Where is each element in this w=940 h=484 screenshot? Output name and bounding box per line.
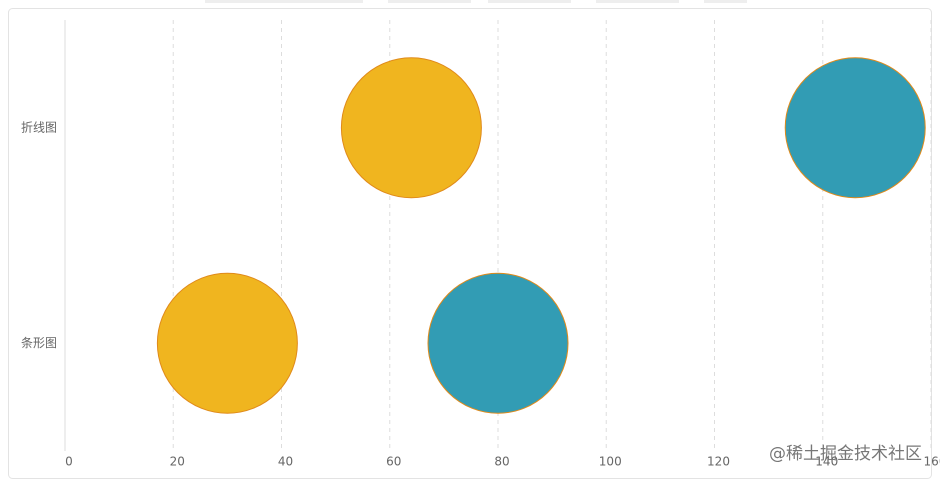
bubble <box>784 57 926 199</box>
x-tick-label: 80 <box>494 455 509 469</box>
y-tick-label: 折线图 <box>21 119 57 134</box>
x-tick-label: 20 <box>170 455 185 469</box>
toolbar-tab <box>388 0 471 3</box>
toolbar-tab <box>488 0 571 3</box>
watermark: @稀土掘金技术社区 <box>769 444 922 464</box>
x-tick-label: 160 <box>924 455 940 469</box>
x-tick-label: 0 <box>65 455 73 469</box>
x-tick-label: 140 <box>815 455 838 469</box>
bubble <box>156 272 298 414</box>
card <box>8 8 932 479</box>
toolbar-tab <box>704 0 747 3</box>
x-tick-label: 40 <box>278 455 293 469</box>
toolbar-tab <box>596 0 679 3</box>
bubble <box>340 57 482 199</box>
x-tick-label: 120 <box>707 455 730 469</box>
x-tick-label: 100 <box>599 455 622 469</box>
x-tick-label: 60 <box>386 455 401 469</box>
y-tick-label: 条形图 <box>21 336 57 350</box>
toolbar-tab <box>205 0 363 3</box>
bubble <box>427 272 569 414</box>
